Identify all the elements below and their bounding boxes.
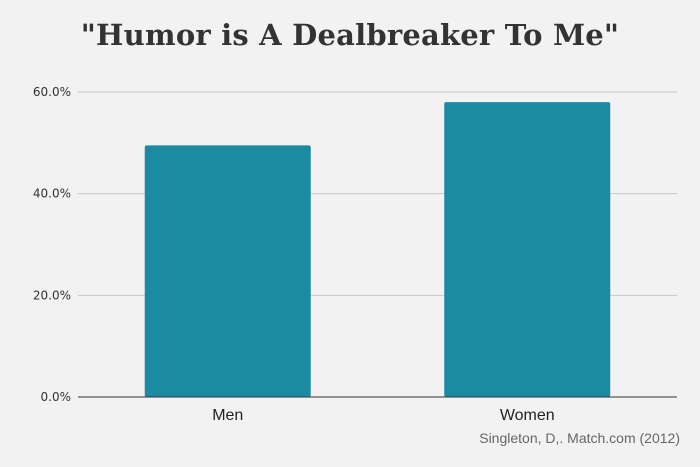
y-tick-label: 40.0% <box>33 187 71 201</box>
x-tick-label: Men <box>212 407 243 424</box>
bar-women <box>444 102 611 398</box>
chart-title: "Humor is A Dealbreaker To Me" <box>80 18 620 52</box>
y-tick-label: 60.0% <box>33 85 71 99</box>
source-credit: Singleton, D,. Match.com (2012) <box>479 430 680 446</box>
bar-men <box>144 145 311 397</box>
y-tick-label: 20.0% <box>33 288 71 302</box>
y-tick-labels: 0.0% 20.0% 40.0% 60.0% <box>33 85 71 404</box>
bars <box>144 102 611 398</box>
x-tick-labels: Men Women <box>212 407 554 424</box>
x-tick-label: Women <box>500 407 555 424</box>
y-tick-label: 0.0% <box>41 390 72 404</box>
